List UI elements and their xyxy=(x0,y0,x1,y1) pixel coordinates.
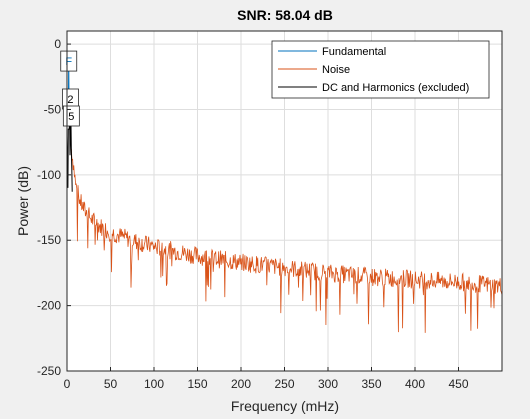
y-tick-label: -50 xyxy=(44,102,62,116)
y-tick-label: -200 xyxy=(37,299,61,313)
marker-label: 5 xyxy=(68,111,74,123)
x-tick-label: 0 xyxy=(64,377,71,391)
chart-title: SNR: 58.04 dB xyxy=(237,7,333,23)
x-tick-label: 100 xyxy=(144,377,164,391)
legend-label-noise: Noise xyxy=(322,64,350,76)
x-tick-label: 50 xyxy=(104,377,118,391)
x-axis-label: Frequency (mHz) xyxy=(231,398,339,414)
x-tick-label: 200 xyxy=(231,377,251,391)
marker-label: 2 xyxy=(67,94,73,106)
y-tick-label: -250 xyxy=(37,364,61,378)
x-tick-label: 350 xyxy=(361,377,381,391)
legend-label-dc-harmonics: DC and Harmonics (excluded) xyxy=(322,82,469,94)
x-tick-label: 450 xyxy=(448,377,468,391)
y-tick-label: -100 xyxy=(37,168,61,182)
y-axis-label: Power (dB) xyxy=(15,166,31,236)
marker-label: F xyxy=(65,56,72,68)
x-tick-label: 250 xyxy=(274,377,294,391)
marker-box xyxy=(60,50,78,72)
x-tick-label: 300 xyxy=(318,377,338,391)
legend: Fundamental Noise DC and Harmonics (excl… xyxy=(271,40,490,99)
y-axis-ticks: 0 -50 -100 -150 -200 -250 xyxy=(37,37,71,378)
x-axis-ticks: 0 50 100 150 200 250 300 350 400 450 xyxy=(64,367,469,391)
x-tick-label: 150 xyxy=(187,377,207,391)
x-tick-label: 400 xyxy=(405,377,425,391)
legend-label-fundamental: Fundamental xyxy=(322,46,386,58)
noise-series-line xyxy=(70,148,502,333)
y-tick-label: 0 xyxy=(54,37,61,51)
y-tick-label: -150 xyxy=(37,233,61,247)
dc-harmonics-series-line xyxy=(67,109,73,192)
